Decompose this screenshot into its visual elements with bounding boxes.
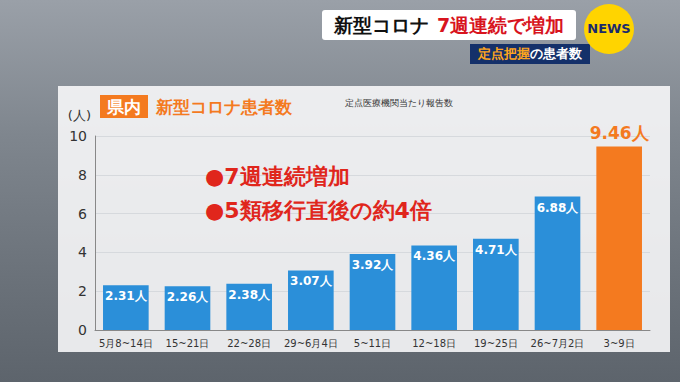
svg-text:6: 6 [78,206,87,222]
svg-text:0: 0 [78,322,87,338]
svg-text:4.71人: 4.71人 [475,243,518,257]
html-text:新型コロナ: 新型コロナ [334,14,429,36]
svg-text:県内: 県内 [106,97,141,117]
svg-text:4: 4 [78,244,87,260]
svg-text:9.46人: 9.46人 [590,123,650,143]
svg-text:22~28日: 22~28日 [227,338,271,349]
html-text:定点把握の患者数: 定点把握の患者数 [478,46,582,61]
svg-text:3.07人: 3.07人 [290,274,333,288]
svg-text:2.31人: 2.31人 [105,289,148,303]
svg-text:10: 10 [69,128,87,144]
html-text:7週連続で増加: 7週連続で増加 [437,14,565,36]
svg-text:3.92人: 3.92人 [352,258,395,272]
svg-text:●7週連続増加: ●7週連続増加 [205,164,350,189]
svg-text:新型コロナ患者数: 新型コロナ患者数 [155,97,293,117]
svg-text:●5類移行直後の約4倍: ●5類移行直後の約4倍 [205,198,432,223]
svg-text:12~18日: 12~18日 [412,338,456,349]
svg-text:6.88人: 6.88人 [537,201,580,215]
svg-text:29~6月4日: 29~6月4日 [284,338,338,349]
svg-text:2: 2 [78,283,87,299]
svg-text:19~25日: 19~25日 [474,338,518,349]
svg-text:定点医療機関当たり報告数: 定点医療機関当たり報告数 [345,98,453,108]
svg-text:5~11日: 5~11日 [354,338,391,349]
svg-text:5月8~14日: 5月8~14日 [99,338,153,349]
svg-text:4.36人: 4.36人 [413,249,456,263]
html-text:NEWS: NEWS [587,21,631,36]
svg-text:2.38人: 2.38人 [228,288,271,302]
svg-text:2.26人: 2.26人 [167,290,210,304]
svg-text:15~21日: 15~21日 [166,338,210,349]
svg-text:26~7月2日: 26~7月2日 [531,338,585,349]
svg-text:3~9日: 3~9日 [604,338,635,349]
svg-text:8: 8 [78,167,87,183]
svg-text:(人): (人) [68,108,91,123]
